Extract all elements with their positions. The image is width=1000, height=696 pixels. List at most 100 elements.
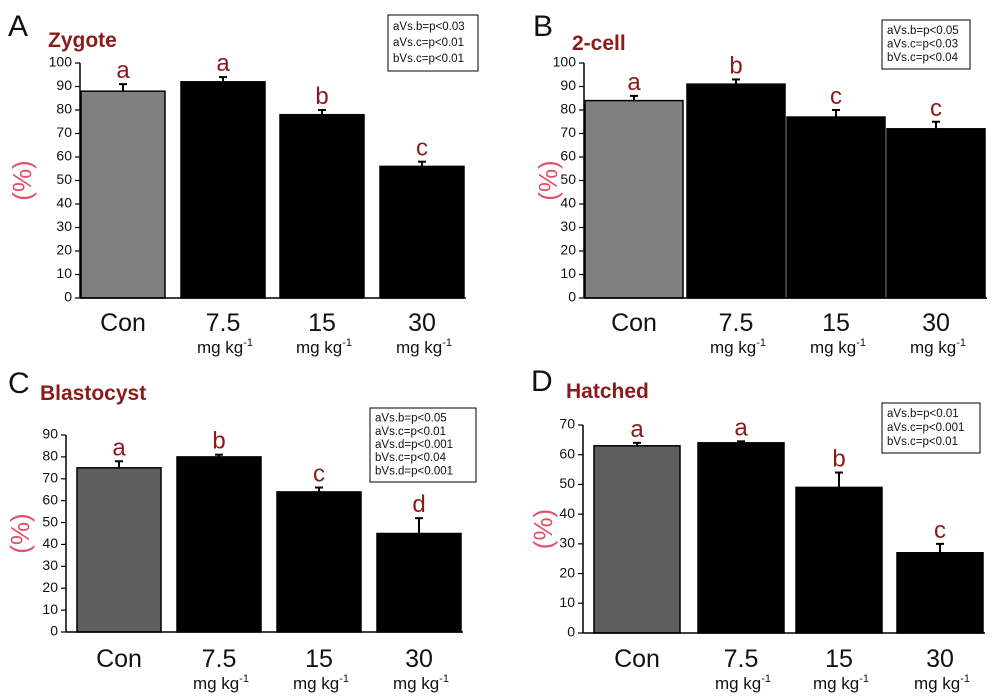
x-category-unit: mg kg-1	[393, 673, 449, 693]
x-category-unit: mg kg-1	[293, 673, 349, 693]
panel-letter: A	[8, 10, 28, 43]
stats-line: aVs.b=p<0.05	[375, 413, 447, 425]
significance-letter: a	[627, 69, 641, 96]
stats-line: aVs.d=p<0.001	[375, 439, 453, 451]
stats-line: bVs.c=p<0.04	[375, 452, 447, 464]
bar	[76, 467, 162, 633]
x-category-unit: mg kg-1	[710, 337, 766, 357]
x-category-unit: mg kg-1	[715, 673, 771, 693]
x-category-label: 7.5	[724, 645, 759, 673]
bar	[80, 90, 166, 299]
x-category-label: 30	[922, 309, 950, 337]
significance-letter: d	[412, 491, 425, 518]
x-category-unit: mg kg-1	[813, 673, 869, 693]
significance-letter: b	[729, 52, 742, 79]
significance-letter: c	[416, 135, 428, 162]
y-tick-label: 20	[42, 579, 58, 595]
y-tick-label: 40	[56, 195, 72, 211]
stats-line: bVs.d=p<0.001	[375, 465, 453, 477]
y-tick-label: 50	[56, 171, 72, 187]
x-category-label: Con	[100, 309, 146, 337]
stats-box-border	[369, 407, 477, 483]
bar	[795, 486, 883, 634]
y-tick-label: 60	[559, 445, 575, 461]
y-tick-label: 90	[42, 426, 58, 442]
significance-letter: c	[313, 461, 325, 488]
y-tick-label: 80	[560, 101, 576, 117]
significance-letter: a	[630, 416, 644, 443]
bar	[686, 83, 786, 299]
significance-letter: b	[315, 83, 328, 110]
panel-title: Hatched	[566, 380, 649, 403]
x-category-label: Con	[614, 645, 660, 673]
x-category-label: 7.5	[719, 309, 754, 337]
stats-line: aVs.c=p<0.01	[393, 37, 464, 49]
x-category-label: 15	[308, 309, 336, 337]
bar	[180, 81, 266, 299]
x-category-label: Con	[611, 309, 657, 337]
y-tick-label: 10	[56, 265, 72, 281]
stats-line: bVs.c=p<0.04	[887, 52, 959, 64]
x-category-label: 15	[825, 645, 853, 673]
stats-line: aVs.b=p<0.01	[887, 408, 959, 420]
bar	[176, 456, 262, 633]
y-tick-label: 0	[50, 623, 58, 639]
y-tick-label: 30	[56, 218, 72, 234]
y-tick-label: 90	[56, 77, 72, 93]
stats-line: bVs.c=p<0.01	[887, 436, 958, 448]
y-tick-label: 40	[42, 535, 58, 551]
bar	[697, 442, 785, 634]
panel-letter: C	[8, 367, 30, 400]
y-tick-label: 20	[560, 242, 576, 258]
significance-letter: a	[734, 414, 748, 441]
y-tick-label: 50	[560, 171, 576, 187]
stats-line: bVs.c=p<0.01	[393, 53, 464, 65]
y-tick-label: 50	[559, 475, 575, 491]
y-axis-label: (%)	[528, 509, 558, 549]
panel-c: C Blastocyst (%) 0 10 20 30 40 50 60 70 80 90 a Con b 7.…	[5, 367, 477, 693]
y-tick-label: 0	[568, 289, 576, 305]
bar	[896, 552, 984, 634]
x-category-label: 30	[408, 309, 436, 337]
bar	[786, 116, 886, 299]
y-tick-label: 20	[559, 564, 575, 580]
y-tick-label: 30	[42, 557, 58, 573]
y-tick-label: 70	[559, 416, 575, 432]
y-tick-label: 0	[567, 624, 575, 640]
x-category-label: 30	[926, 645, 954, 673]
significance-letter: c	[830, 83, 842, 110]
bar	[376, 532, 462, 633]
y-tick-label: 80	[42, 448, 58, 464]
y-tick-label: 60	[560, 148, 576, 164]
y-tick-label: 70	[560, 124, 576, 140]
bar	[379, 165, 465, 299]
significance-letter: b	[212, 428, 225, 455]
stats-box-border	[881, 19, 971, 70]
x-category-unit: mg kg-1	[396, 337, 452, 357]
significance-letter: c	[934, 517, 946, 544]
significance-letter: a	[216, 50, 230, 77]
stats-line: aVs.b=p<0.03	[393, 21, 465, 33]
x-category-unit: mg kg-1	[296, 337, 352, 357]
y-tick-label: 60	[42, 491, 58, 507]
panel-title: Blastocyst	[40, 382, 146, 405]
x-category-label: Con	[96, 645, 142, 673]
stats-box: aVs.b=p<0.03 aVs.c=p<0.01 bVs.c=p<0.01	[387, 14, 479, 72]
significance-letter: b	[832, 446, 845, 473]
bar	[279, 113, 365, 299]
x-category-label: 15	[822, 309, 850, 337]
y-tick-label: 80	[56, 101, 72, 117]
x-category-unit: mg kg-1	[193, 673, 249, 693]
y-tick-label: 30	[560, 218, 576, 234]
y-tick-label: 20	[56, 242, 72, 258]
x-category-label: 30	[405, 645, 433, 673]
y-tick-label: 30	[559, 535, 575, 551]
y-tick-label: 70	[56, 124, 72, 140]
stats-box-border	[881, 402, 981, 454]
significance-letter: a	[112, 434, 126, 461]
stats-line: aVs.c=p<0.01	[375, 426, 446, 438]
y-tick-label: 40	[559, 505, 575, 521]
